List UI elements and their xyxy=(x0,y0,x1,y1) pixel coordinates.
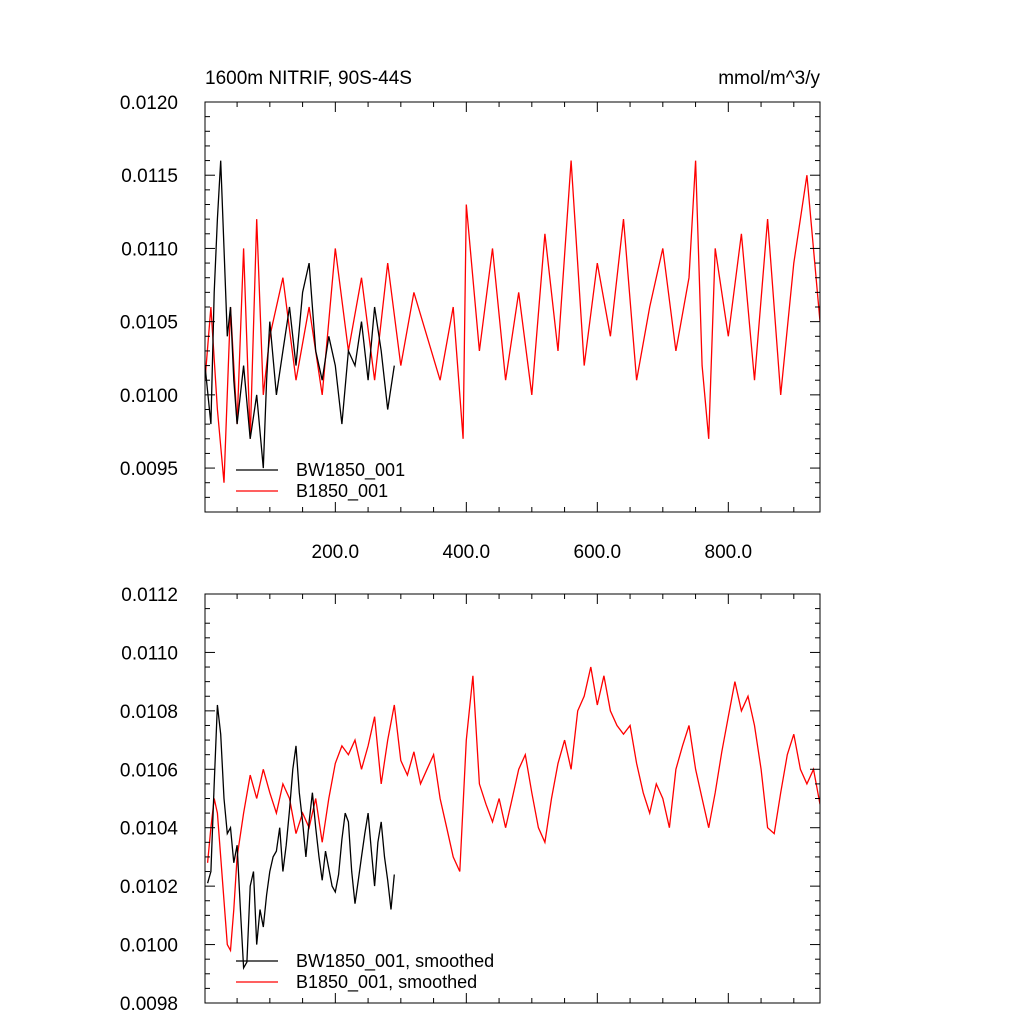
y-tick-label: 0.0105 xyxy=(120,313,178,334)
series-line-bw1850-001 xyxy=(206,704,395,971)
y-tick-label: 0.0104 xyxy=(120,819,179,840)
x-tick-label: 800.0 xyxy=(705,542,753,563)
legend-label: B1850_001 xyxy=(296,481,388,502)
y-tick-label: 0.0120 xyxy=(120,93,178,114)
series-line-b1850-001 xyxy=(206,666,820,953)
y-tick-label: 0.0108 xyxy=(120,702,178,723)
y-tick-label: 0.0110 xyxy=(121,239,178,260)
x-tick-label: 200.0 xyxy=(312,542,360,563)
plot-frame xyxy=(204,101,821,513)
y-tick-label: 0.0106 xyxy=(120,760,178,781)
series-line-bw1850-001 xyxy=(205,160,395,469)
legend-label: BW1850_001, smoothed xyxy=(296,951,494,972)
y-tick-label: 0.0112 xyxy=(121,585,178,606)
y-tick-label: 0.0095 xyxy=(120,459,178,480)
y-tick-label: 0.0100 xyxy=(120,936,178,957)
series-line-b1850-001 xyxy=(205,160,820,483)
top-panel: 0.0095 0.0100 0.0105 0.0110 0.0115 0.0120 200.… xyxy=(120,68,821,563)
y-tick-label: 0.0098 xyxy=(120,994,178,1015)
units-label: mmol/m^3/y xyxy=(718,68,820,89)
x-tick-label: 400.0 xyxy=(443,542,491,563)
y-tick-label: 0.0115 xyxy=(121,166,178,187)
bottom-panel: 0.0098 0.0100 0.0102 0.0104 0.0106 0.0108 0.01… xyxy=(120,585,821,1015)
y-tick-label: 0.0102 xyxy=(120,877,178,898)
y-tick-label: 0.0100 xyxy=(120,386,178,407)
legend-label: B1850_001, smoothed xyxy=(296,972,477,993)
chart-title: 1600m NITRIF, 90S-44S xyxy=(205,68,412,89)
x-tick-label: 600.0 xyxy=(574,542,622,563)
legend-label: BW1850_001 xyxy=(296,460,405,481)
y-tick-label: 0.0110 xyxy=(121,643,178,664)
